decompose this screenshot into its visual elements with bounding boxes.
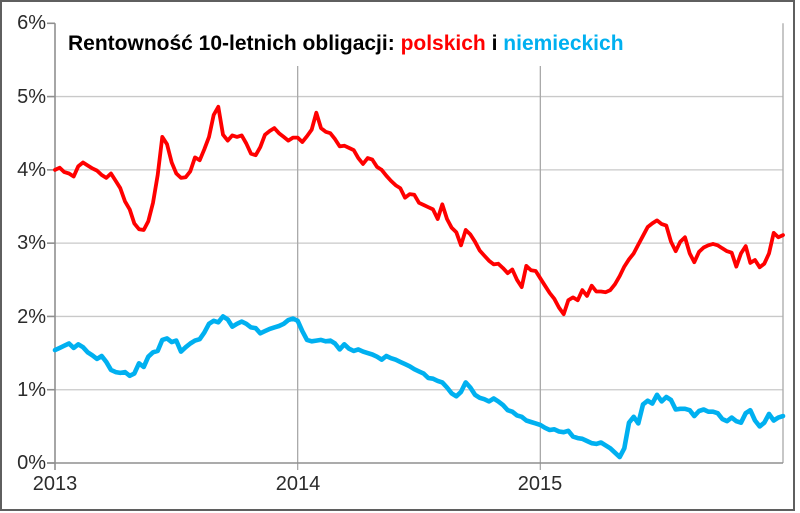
chart-title: Rentowność 10-letnich obligacji: polskic… (58, 18, 638, 66)
y-axis-tick-label-1pct: 1% (17, 379, 46, 401)
x-axis-tick-label-2014: 2014 (275, 473, 321, 495)
y-axis-tick-label-5pct: 5% (17, 86, 46, 108)
chart-title-prefix: Rentowność 10-letnich obligacji: (68, 32, 395, 55)
chart-title-conjunction: i (491, 32, 498, 55)
y-axis-tick-label-0pct: 0% (17, 452, 46, 474)
chart-title-series1-label: polskich (400, 32, 486, 55)
x-axis-tick-label-2013: 2013 (32, 473, 78, 495)
y-axis-tick-label-2pct: 2% (17, 306, 46, 328)
y-axis-tick-label-4pct: 4% (17, 159, 46, 181)
y-axis-tick-label-6pct: 6% (17, 12, 46, 34)
series-line-niemieckich (52, 314, 786, 460)
x-axis-tick-label-2015: 2015 (517, 473, 563, 495)
chart-title-series2-label: niemieckich (503, 32, 624, 55)
series-line-polskich (53, 104, 785, 317)
y-axis-tick-label-3pct: 3% (17, 232, 46, 254)
